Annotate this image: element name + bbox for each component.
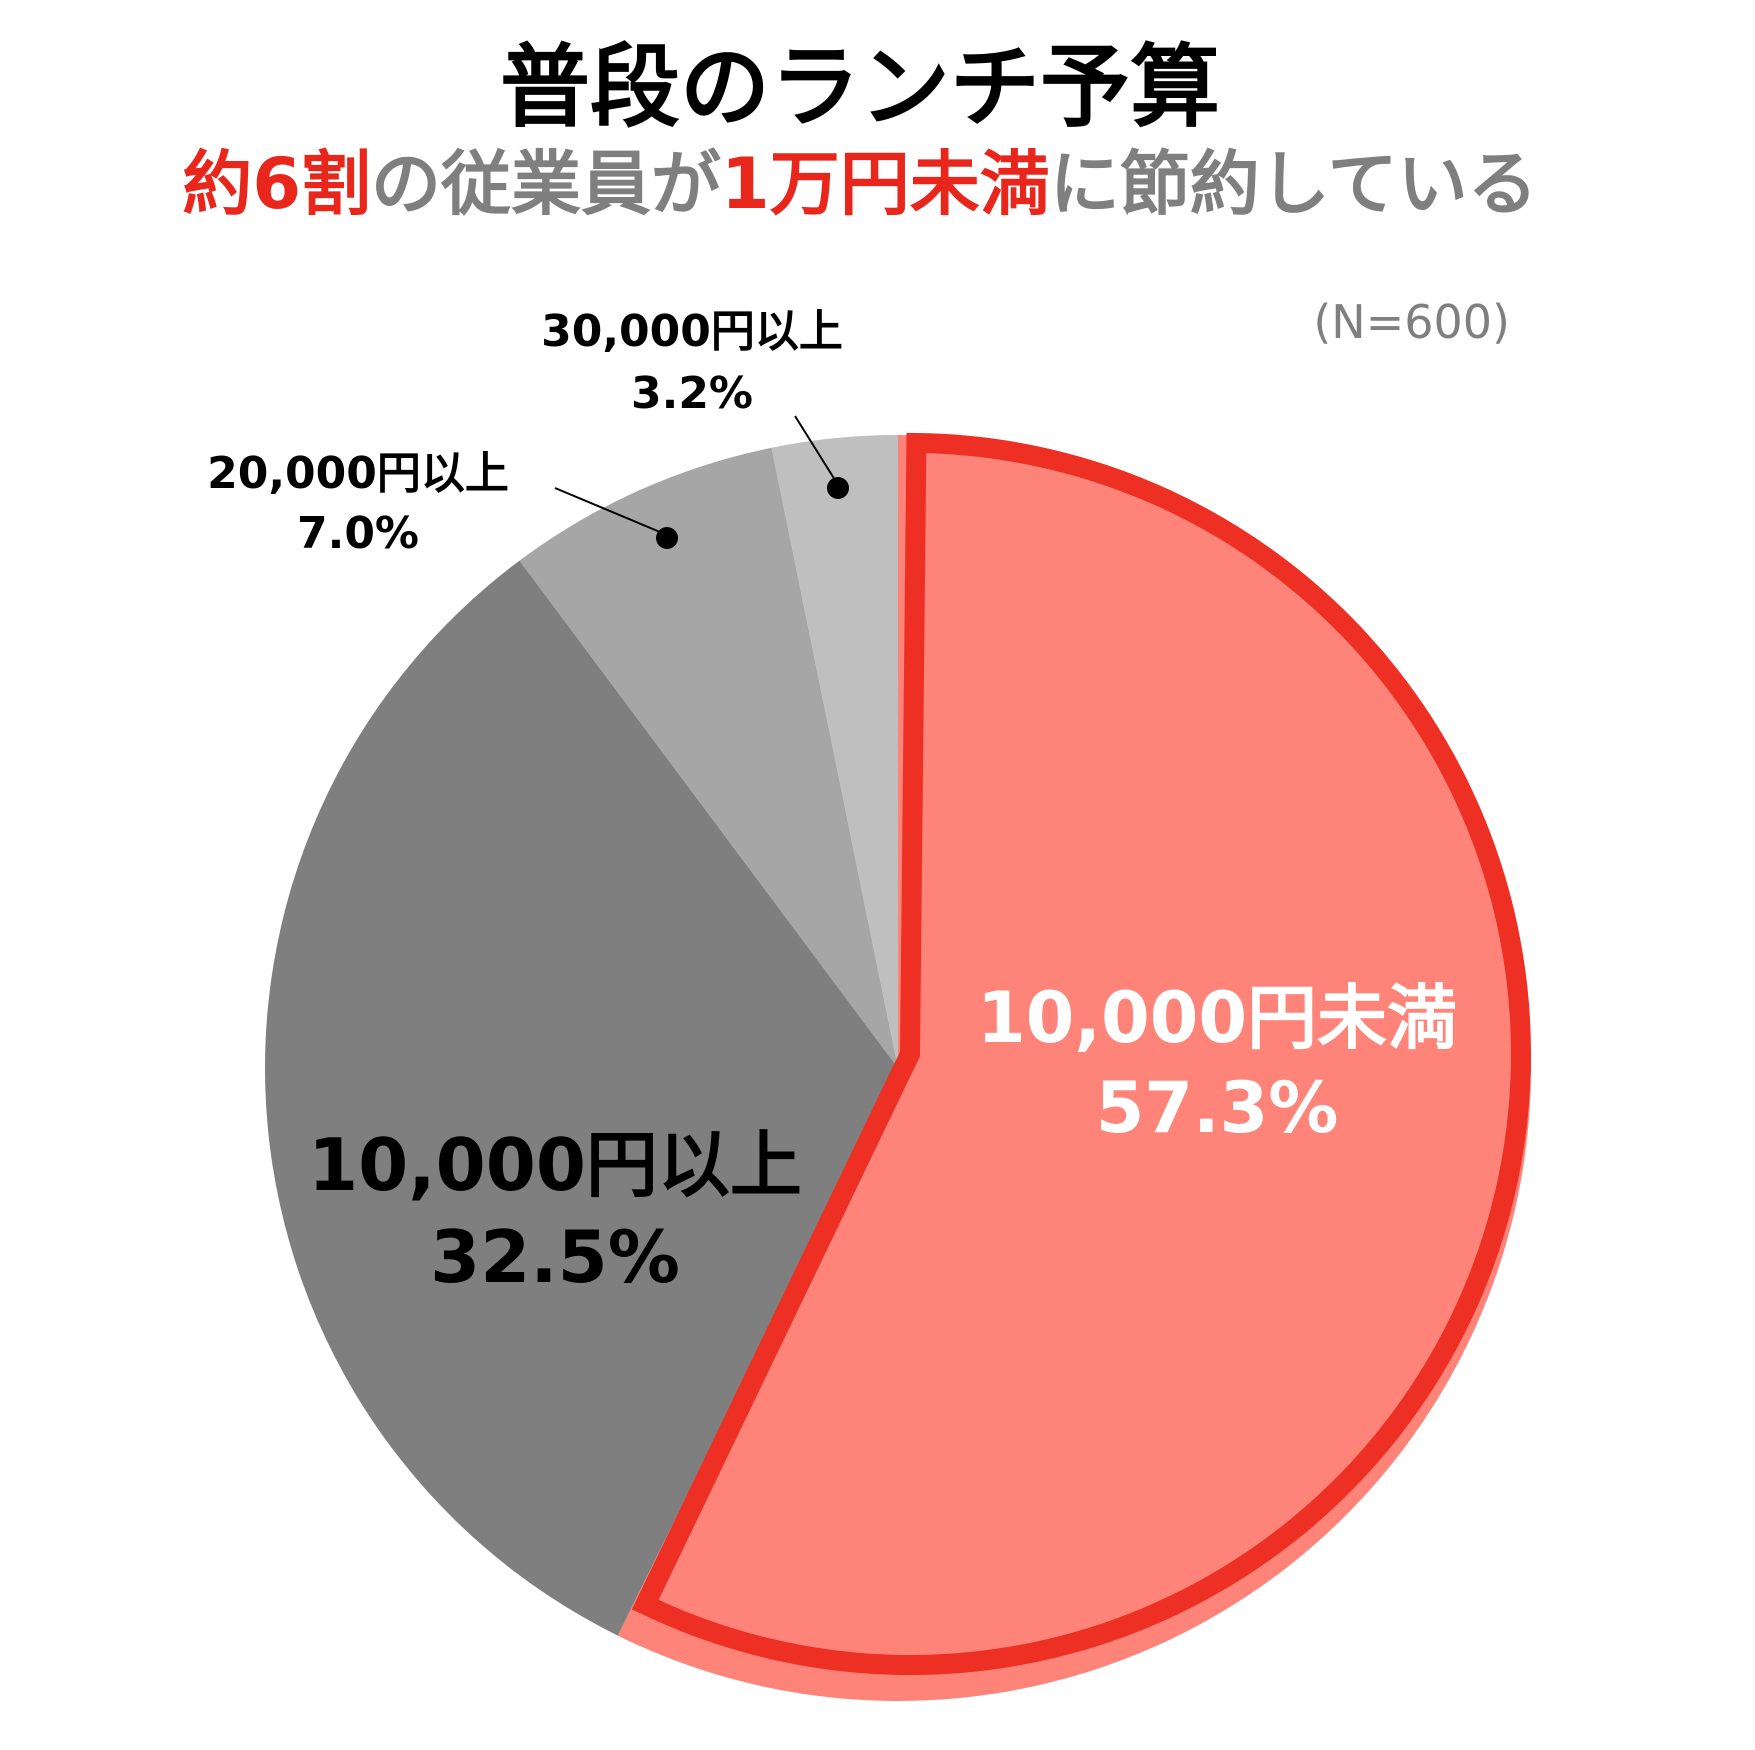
slice-value-over-30000: 3.2% (631, 368, 753, 419)
slice-value-under-10000: 57.3% (1096, 1067, 1339, 1149)
slice-value-over-10000: 32.5% (430, 1215, 680, 1299)
sample-size-note: (N=600) (1313, 295, 1510, 349)
subtitle-part-1: 約6割 (182, 143, 371, 225)
slice-label-under-10000: 10,000円未満 (977, 977, 1457, 1059)
leader-line-30000 (794, 415, 836, 481)
subtitle-part-4: に節約している (1050, 143, 1538, 225)
slice-value-over-20000: 7.0% (297, 508, 419, 559)
slice-over-20000 (519, 447, 898, 1069)
pie-slices (264, 432, 1532, 1701)
leader-dot-20000 (656, 527, 678, 549)
slice-over-10000 (264, 560, 898, 1636)
subtitle-part-3: 1万円未満 (721, 143, 1050, 225)
chart-title: 普段のランチ予算 (500, 35, 1220, 140)
chart-subtitle: 約6割の従業員が1万円未満に節約している (182, 143, 1537, 225)
leader-dot-30000 (827, 477, 849, 499)
leader-line-20000 (554, 487, 661, 533)
slice-under-10000-outline (631, 432, 1531, 1675)
slice-label-over-30000: 30,000円以上 (541, 306, 843, 357)
slice-under-10000 (617, 435, 1532, 1701)
slice-label-over-10000: 10,000円以上 (308, 1123, 802, 1207)
slice-over-30000 (771, 435, 898, 1068)
subtitle-part-2: の従業員が (371, 143, 721, 225)
slice-label-over-20000: 20,000円以上 (207, 448, 509, 499)
